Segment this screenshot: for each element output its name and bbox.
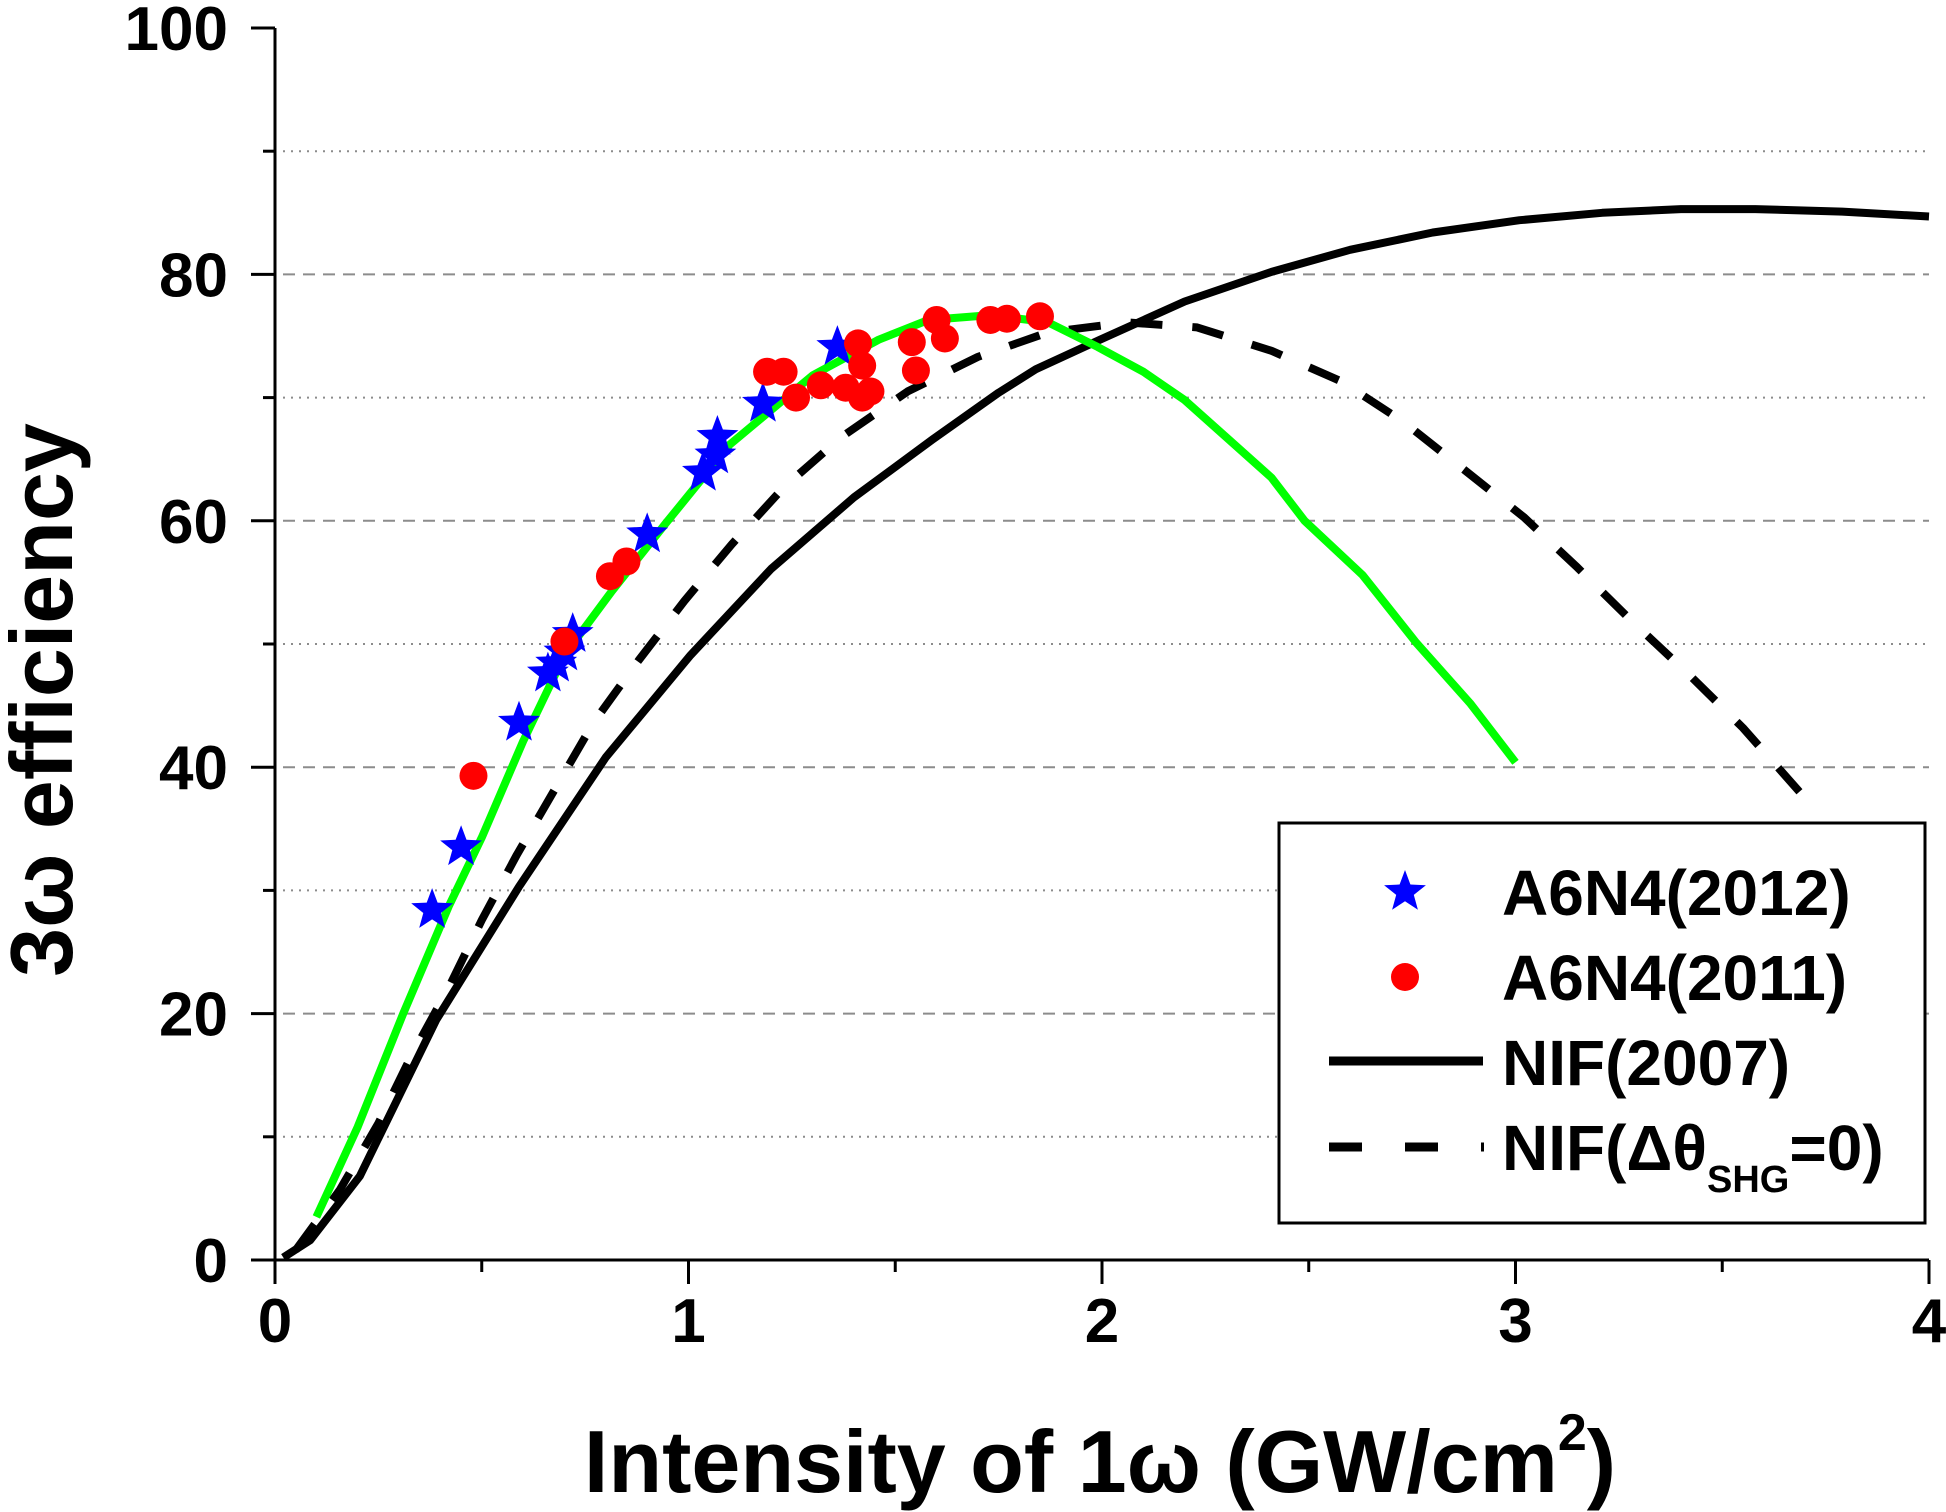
y-tick-label: 0 <box>194 1227 228 1296</box>
y-tick-label: 60 <box>159 488 228 557</box>
x-tick-label: 0 <box>258 1287 292 1356</box>
data-point-circle <box>901 356 930 385</box>
series-line-nif-2007 <box>281 205 1930 1261</box>
x-axis-title: Intensity of 1ω (GW/cm2) <box>584 1404 1616 1511</box>
data-point-circle <box>1025 302 1054 331</box>
legend-box <box>1277 821 1927 1225</box>
data-point-star <box>626 512 669 553</box>
y-tick-label: 40 <box>159 734 228 803</box>
data-point-star <box>440 825 482 866</box>
legend-label-nif-shg-sub: SHG <box>1707 1159 1789 1201</box>
legend-label-nif-shg-main: NIF(Δθ <box>1502 1112 1707 1184</box>
legend-marker-circle <box>1391 963 1419 991</box>
series-points <box>411 302 1054 928</box>
x-tick-label: 1 <box>671 1287 705 1356</box>
legend-label-a6n4-2011: A6N4(2011) <box>1502 942 1847 1014</box>
legend-markers <box>1329 870 1484 1152</box>
data-point-circle <box>782 383 811 412</box>
x-tick-label: 3 <box>1498 1287 1532 1356</box>
y-axis-title: 3ω efficiency <box>0 423 91 977</box>
y-tick-label: 20 <box>159 981 228 1050</box>
data-point-star <box>411 888 454 928</box>
ticks: 0 20 40 60 80 100 0 1 2 3 4 <box>125 0 1946 1356</box>
data-point-circle <box>897 328 926 357</box>
data-point-star <box>694 433 737 474</box>
data-point-circle <box>459 761 488 790</box>
data-point-circle <box>848 351 877 380</box>
legend-label-nif-shg-close: =0) <box>1789 1112 1883 1184</box>
data-point-circle <box>550 627 579 656</box>
data-point-circle <box>806 371 835 400</box>
legend-label-nif-shg: NIF(ΔθSHG=0) <box>1502 1112 1884 1201</box>
data-point-star <box>682 450 724 491</box>
data-point-circle <box>992 304 1021 333</box>
data-point-circle <box>856 377 885 406</box>
data-point-circle <box>769 357 798 386</box>
data-point-star <box>742 381 784 422</box>
data-point-circle <box>930 324 959 353</box>
x-axis-title-main: Intensity of 1ω (GW/cm <box>584 1412 1558 1511</box>
legend: A6N4(2012) A6N4(2011) NIF(2007) NIF(ΔθSH… <box>1277 821 1927 1225</box>
x-tick-label: 2 <box>1085 1287 1119 1356</box>
legend-marker-star <box>1384 870 1426 910</box>
legend-label-nif-2007: NIF(2007) <box>1502 1027 1790 1099</box>
series-line-nif-shg-0 <box>292 318 1808 1253</box>
y-tick-label: 80 <box>159 241 228 310</box>
x-axis-title-sup: 2 <box>1558 1404 1587 1462</box>
data-point-circle <box>612 547 641 576</box>
data-point-circle <box>844 329 873 358</box>
data-point-star <box>816 325 859 365</box>
x-tick-label: 4 <box>1912 1287 1946 1356</box>
data-point-star <box>498 700 540 741</box>
y-tick-label: 100 <box>125 0 228 64</box>
data-point-star <box>696 415 739 455</box>
legend-label-a6n4-2012: A6N4(2012) <box>1502 857 1851 929</box>
x-axis-title-close: ) <box>1587 1412 1616 1511</box>
